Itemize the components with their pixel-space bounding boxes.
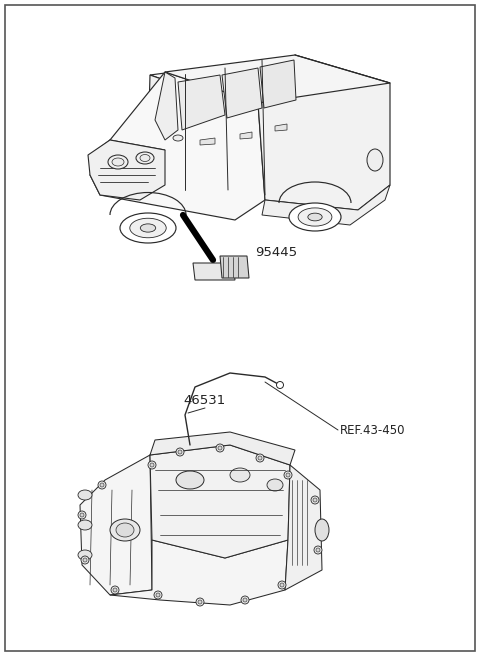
Polygon shape <box>150 445 290 558</box>
Polygon shape <box>275 124 287 131</box>
Circle shape <box>216 444 224 452</box>
Polygon shape <box>285 465 322 590</box>
Polygon shape <box>148 75 255 165</box>
Polygon shape <box>90 140 165 167</box>
Ellipse shape <box>289 203 341 231</box>
Ellipse shape <box>230 468 250 482</box>
Ellipse shape <box>298 208 332 226</box>
Polygon shape <box>178 75 225 130</box>
Ellipse shape <box>112 158 124 166</box>
Polygon shape <box>88 140 165 200</box>
Circle shape <box>311 496 319 504</box>
Circle shape <box>156 593 160 597</box>
Polygon shape <box>90 72 265 220</box>
Circle shape <box>278 581 286 589</box>
Circle shape <box>196 598 204 606</box>
Circle shape <box>256 454 264 462</box>
Ellipse shape <box>267 479 283 491</box>
Circle shape <box>286 473 290 477</box>
Circle shape <box>258 456 262 460</box>
Circle shape <box>313 498 317 502</box>
Ellipse shape <box>78 550 92 560</box>
Polygon shape <box>80 455 152 595</box>
Circle shape <box>81 556 89 564</box>
Circle shape <box>80 513 84 517</box>
Ellipse shape <box>78 490 92 500</box>
Circle shape <box>243 598 247 602</box>
Ellipse shape <box>78 520 92 530</box>
Ellipse shape <box>136 152 154 164</box>
Polygon shape <box>222 68 262 118</box>
Ellipse shape <box>116 523 134 537</box>
Ellipse shape <box>130 218 166 237</box>
Circle shape <box>314 546 322 554</box>
Polygon shape <box>200 138 215 145</box>
Ellipse shape <box>367 149 383 171</box>
Polygon shape <box>150 58 385 110</box>
Circle shape <box>198 600 202 604</box>
Polygon shape <box>258 55 390 210</box>
Text: 95445: 95445 <box>255 245 297 258</box>
Circle shape <box>280 583 284 587</box>
Circle shape <box>111 586 119 594</box>
Ellipse shape <box>140 155 150 161</box>
Ellipse shape <box>120 213 176 243</box>
Circle shape <box>178 450 182 454</box>
Text: REF.43-450: REF.43-450 <box>340 424 406 436</box>
Ellipse shape <box>110 519 140 541</box>
Ellipse shape <box>108 155 128 169</box>
Circle shape <box>113 588 117 592</box>
Circle shape <box>148 461 156 469</box>
Circle shape <box>316 548 320 552</box>
Ellipse shape <box>176 471 204 489</box>
Circle shape <box>241 596 249 604</box>
Circle shape <box>98 481 106 489</box>
Circle shape <box>78 511 86 519</box>
Polygon shape <box>110 540 288 605</box>
Circle shape <box>276 382 284 388</box>
Circle shape <box>100 483 104 487</box>
Polygon shape <box>155 72 178 140</box>
Ellipse shape <box>140 224 156 232</box>
Circle shape <box>150 463 154 467</box>
Polygon shape <box>220 256 249 278</box>
Ellipse shape <box>173 135 183 141</box>
Circle shape <box>284 471 292 479</box>
Circle shape <box>154 591 162 599</box>
Polygon shape <box>165 55 390 103</box>
Polygon shape <box>262 185 390 225</box>
Ellipse shape <box>308 213 322 221</box>
Polygon shape <box>193 263 235 280</box>
Circle shape <box>176 448 184 456</box>
Polygon shape <box>150 432 295 465</box>
Text: 46531: 46531 <box>184 394 226 407</box>
Circle shape <box>83 558 87 562</box>
Circle shape <box>218 446 222 450</box>
Polygon shape <box>260 60 296 108</box>
Polygon shape <box>240 132 252 139</box>
Ellipse shape <box>315 519 329 541</box>
